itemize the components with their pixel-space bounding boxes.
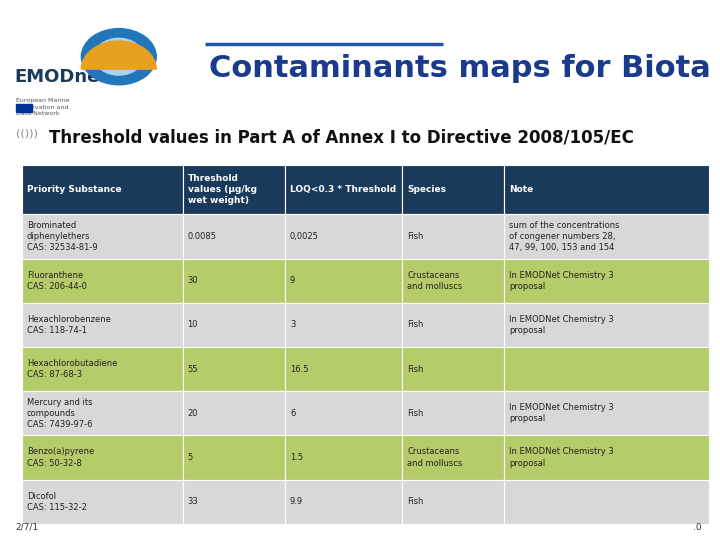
Wedge shape [81,41,156,69]
Text: Species: Species [407,185,446,194]
Bar [402,391,505,435]
Text: Fluoranthene
CAS: 206-44-0: Fluoranthene CAS: 206-44-0 [27,271,86,291]
Text: Fish: Fish [407,232,423,241]
Text: In EMODNet Chemistry 3
proposal: In EMODNet Chemistry 3 proposal [510,403,614,423]
Text: Threshold
values (µg/kg
wet weight): Threshold values (µg/kg wet weight) [188,174,256,205]
Bar [285,435,402,480]
Text: European Marine
Observation and
Data Network: European Marine Observation and Data Net… [16,98,69,117]
Text: Fish: Fish [407,497,423,506]
Bar [183,303,285,347]
Bar [285,391,402,435]
Text: 3: 3 [290,320,295,329]
Bar [183,259,285,303]
Text: Crustaceans
and molluscs: Crustaceans and molluscs [407,448,462,468]
Text: sum of the concentrations
of congener numbers 28,
47, 99, 100, 153 and 154: sum of the concentrations of congener nu… [510,221,620,252]
Bar [402,165,505,214]
Text: In EMODNet Chemistry 3
proposal: In EMODNet Chemistry 3 proposal [510,271,614,291]
Bar [16,104,32,112]
Text: 16.5: 16.5 [290,364,308,374]
Text: Fish: Fish [407,409,423,418]
Bar [22,165,183,214]
Bar [505,303,709,347]
Text: 1.5: 1.5 [290,453,303,462]
Bar [505,480,709,524]
Bar [285,214,402,259]
Text: Mercury and its
compounds
CAS: 7439-97-6: Mercury and its compounds CAS: 7439-97-6 [27,397,92,429]
Text: Hexachlorobenzene
CAS: 118-74-1: Hexachlorobenzene CAS: 118-74-1 [27,315,110,335]
Text: Threshold values in Part A of Annex I to Directive 2008/105/EC: Threshold values in Part A of Annex I to… [49,129,634,146]
Text: Note: Note [510,185,534,194]
Bar [505,214,709,259]
Bar [285,303,402,347]
Circle shape [107,48,131,66]
Text: Dicofol
CAS: 115-32-2: Dicofol CAS: 115-32-2 [27,491,86,512]
Text: 9: 9 [290,276,295,285]
Text: Brominated
diphenylethers
CAS: 32534-81-9: Brominated diphenylethers CAS: 32534-81-… [27,221,97,252]
Text: .0: .0 [693,523,702,532]
Text: 10: 10 [188,320,198,329]
Text: Hexachlorobutadiene
CAS: 87-68-3: Hexachlorobutadiene CAS: 87-68-3 [27,359,117,379]
Bar [22,435,183,480]
Bar [505,347,709,391]
Text: 0,0025: 0,0025 [290,232,319,241]
Text: Priority Substance: Priority Substance [27,185,121,194]
Bar [22,303,183,347]
Bar [402,435,505,480]
Bar [505,391,709,435]
Bar [402,214,505,259]
Text: (())): (())) [16,129,37,139]
Bar [402,303,505,347]
Bar [402,347,505,391]
Text: Contaminants maps for Biota (1): Contaminants maps for Biota (1) [209,54,720,83]
Text: 5: 5 [188,453,193,462]
Bar [505,435,709,480]
Bar [22,347,183,391]
Text: In EMODNet Chemistry 3
proposal: In EMODNet Chemistry 3 proposal [510,315,614,335]
Bar [22,480,183,524]
Text: 9.9: 9.9 [290,497,303,506]
Text: 0.0085: 0.0085 [188,232,217,241]
Circle shape [81,29,156,85]
Bar [183,347,285,391]
Text: EMODnet: EMODnet [14,68,109,85]
Text: 30: 30 [188,276,198,285]
Bar [505,259,709,303]
Text: Crustaceans
and molluscs: Crustaceans and molluscs [407,271,462,291]
Text: 20: 20 [188,409,198,418]
Text: 2/7/1: 2/7/1 [16,523,39,532]
Bar [285,347,402,391]
Text: In EMODNet Chemistry 3
proposal: In EMODNet Chemistry 3 proposal [510,448,614,468]
Bar [402,259,505,303]
Bar [22,214,183,259]
Text: Benzo(a)pyrene
CAS: 50-32-8: Benzo(a)pyrene CAS: 50-32-8 [27,448,94,468]
Text: 33: 33 [188,497,198,506]
Bar [285,165,402,214]
Text: Fish: Fish [407,320,423,329]
Bar [183,480,285,524]
Bar [183,165,285,214]
Bar [183,435,285,480]
Bar [22,391,183,435]
Bar [183,391,285,435]
Bar [402,480,505,524]
Text: 55: 55 [188,364,198,374]
Text: Fish: Fish [407,364,423,374]
Text: LOQ<0.3 * Threshold: LOQ<0.3 * Threshold [290,185,396,194]
Bar [183,214,285,259]
Text: 6: 6 [290,409,295,418]
Bar [22,259,183,303]
Bar [505,165,709,214]
Circle shape [94,38,143,75]
Bar [285,259,402,303]
Bar [285,480,402,524]
